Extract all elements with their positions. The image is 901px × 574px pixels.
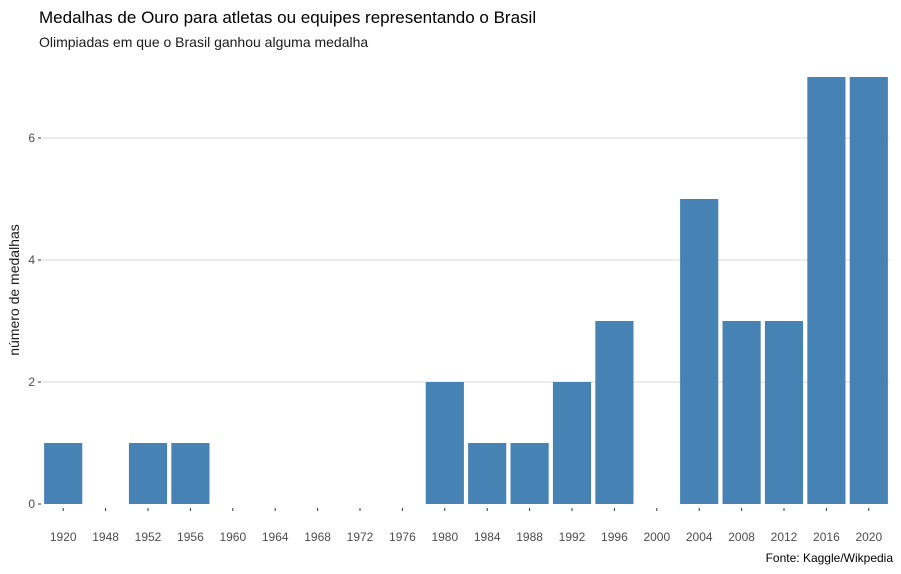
- bar-1996: [595, 321, 634, 504]
- x-tick-label: 1984: [474, 530, 501, 544]
- y-tick-label: 4: [28, 253, 35, 267]
- y-axis-label: número de medalhas: [6, 224, 22, 356]
- chart-subtitle: Olimpiadas em que o Brasil ganhou alguma…: [39, 34, 369, 50]
- bar-2008: [722, 321, 761, 504]
- x-tick-label: 1980: [431, 530, 458, 544]
- bar-2020: [849, 77, 888, 504]
- x-tick-label: 1988: [516, 530, 543, 544]
- x-tick-label: 1920: [50, 530, 77, 544]
- bar-1952: [128, 443, 168, 504]
- x-tick-label: 2008: [728, 530, 755, 544]
- bar-1956: [171, 443, 210, 504]
- y-tick-label: 6: [28, 131, 35, 145]
- x-tick-label: 1992: [559, 530, 586, 544]
- x-tick-label: 1976: [389, 530, 416, 544]
- x-tick-label: 2020: [855, 530, 882, 544]
- y-tick-label: 2: [28, 375, 35, 389]
- bar-1988: [510, 443, 549, 504]
- y-tick-label: 0: [28, 497, 35, 511]
- x-tick-label: 2004: [686, 530, 713, 544]
- bar-1992: [552, 382, 592, 504]
- bar-2016: [807, 77, 846, 504]
- x-tick-label: 1964: [262, 530, 289, 544]
- x-tick-label: 1948: [92, 530, 119, 544]
- x-tick-label: 1956: [177, 530, 204, 544]
- x-tick-label: 1968: [304, 530, 331, 544]
- x-tick-label: 1960: [219, 530, 246, 544]
- x-tick-label: 1972: [347, 530, 374, 544]
- chart-title: Medalhas de Ouro para atletas ou equipes…: [39, 8, 537, 27]
- bar-1984: [468, 443, 507, 504]
- bar-2012: [764, 321, 804, 504]
- bar-1920: [44, 443, 83, 504]
- x-tick-label: 2012: [771, 530, 798, 544]
- x-tick-label: 1996: [601, 530, 628, 544]
- bar-2004: [680, 199, 719, 504]
- x-tick-label: 2000: [643, 530, 670, 544]
- bar-1980: [425, 382, 464, 504]
- chart-caption: Fonte: Kaggle/Wikpedia: [765, 551, 893, 565]
- x-tick-label: 1952: [135, 530, 162, 544]
- x-tick-label: 2016: [813, 530, 840, 544]
